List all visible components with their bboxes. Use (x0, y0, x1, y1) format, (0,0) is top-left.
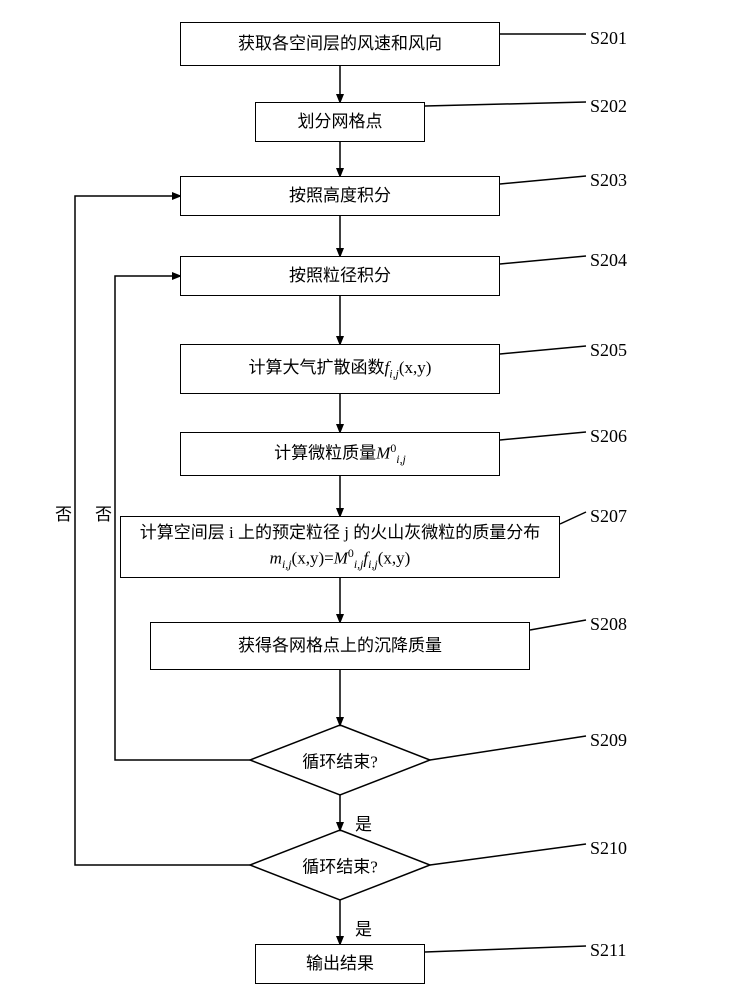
step-label-S207: S207 (590, 506, 627, 527)
node-text: 计算微粒质量M0i,j (274, 440, 406, 468)
node-text: 循环结束? (302, 748, 378, 773)
edge-label-no: 否 (55, 500, 72, 525)
node-text: 计算大气扩散函数fi,j(x,y) (249, 356, 432, 382)
node-text: 循环结束? (302, 853, 378, 878)
node-s204: 按照粒径积分 (180, 256, 500, 296)
node-s207: 计算空间层 i 上的预定粒径 j 的火山灰微粒的质量分布mi,j(x,y)=M0… (120, 516, 560, 578)
node-s202: 划分网格点 (255, 102, 425, 142)
node-text: 计算空间层 i 上的预定粒径 j 的火山灰微粒的质量分布mi,j(x,y)=M0… (140, 521, 540, 573)
step-label-S202: S202 (590, 96, 627, 117)
node-s211: 输出结果 (255, 944, 425, 984)
node-s203: 按照高度积分 (180, 176, 500, 216)
node-text: 输出结果 (306, 952, 374, 976)
step-label-S201: S201 (590, 28, 627, 49)
edge-label-no: 否 (95, 500, 112, 525)
node-text: 获取各空间层的风速和风向 (238, 32, 442, 56)
node-text: 获得各网格点上的沉降质量 (238, 634, 442, 658)
node-text: 划分网格点 (298, 110, 383, 134)
node-s205: 计算大气扩散函数fi,j(x,y) (180, 344, 500, 394)
step-label-S204: S204 (590, 250, 627, 271)
flowchart-canvas: 获取各空间层的风速和风向 S201 划分网格点 S202 按照高度积分 S203 按照粒径积… (0, 0, 731, 1000)
step-label-S211: S211 (590, 940, 626, 961)
node-s208: 获得各网格点上的沉降质量 (150, 622, 530, 670)
step-label-S208: S208 (590, 614, 627, 635)
step-label-S205: S205 (590, 340, 627, 361)
node-s206: 计算微粒质量M0i,j (180, 432, 500, 476)
edge-label-yes: 是 (355, 810, 372, 835)
step-label-S209: S209 (590, 730, 627, 751)
step-label-S210: S210 (590, 838, 627, 859)
node-text: 按照粒径积分 (289, 264, 391, 288)
node-text: 按照高度积分 (289, 184, 391, 208)
step-label-S206: S206 (590, 426, 627, 447)
step-label-S203: S203 (590, 170, 627, 191)
node-s201: 获取各空间层的风速和风向 (180, 22, 500, 66)
edge-label-yes: 是 (355, 915, 372, 940)
